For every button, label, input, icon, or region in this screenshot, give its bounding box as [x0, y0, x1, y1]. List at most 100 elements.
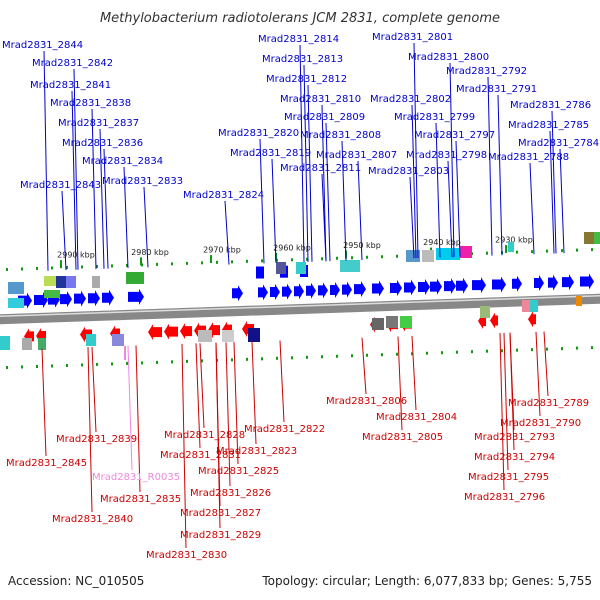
- top-gene-label: Mrad2831_2788: [488, 152, 569, 163]
- label-leader-lines: [41, 42, 565, 549]
- cog-box: [22, 338, 32, 350]
- tick-bottom: [261, 357, 263, 361]
- top-leader-line: [455, 140, 461, 257]
- tick-top: [201, 261, 203, 265]
- top-leader-line: [321, 104, 327, 262]
- bottom-gene-label: Mrad2831_2830: [146, 550, 227, 561]
- forward-gene-arrow: [60, 291, 72, 308]
- top-leader-line: [259, 138, 265, 264]
- top-gene-label: Mrad2831_2791: [456, 84, 537, 95]
- tick-top: [216, 260, 218, 264]
- tick-top: [246, 259, 248, 263]
- bottom-leader-line: [279, 340, 285, 423]
- cog-box: [248, 328, 260, 342]
- cog-box: [8, 282, 24, 294]
- tick-bottom: [216, 358, 218, 362]
- top-leader-line: [43, 50, 49, 271]
- top-leader-line: [103, 148, 109, 269]
- bottom-gene-label: Mrad2831_2793: [474, 432, 555, 443]
- top-gene-label: Mrad2831_2838: [50, 98, 131, 109]
- reverse-gene-arrow: [180, 323, 192, 340]
- cog-box: [126, 272, 144, 284]
- bottom-gene-label: Mrad2831_2806: [326, 396, 407, 407]
- tick-bottom: [21, 365, 23, 369]
- forward-gene-arrow: [404, 279, 416, 296]
- forward-gene-arrow: [74, 290, 86, 307]
- top-leader-line: [61, 190, 67, 271]
- tick-top: [6, 267, 8, 271]
- cog-box: [222, 330, 234, 342]
- bottom-gene-label: Mrad2831_2794: [474, 452, 555, 463]
- top-gene-label: Mrad2831_2833: [102, 176, 183, 187]
- cog-box: [372, 318, 384, 330]
- tick-bottom: [516, 348, 518, 352]
- major-tick: [505, 245, 507, 254]
- bottom-leader-line: [195, 343, 201, 449]
- cog-box: [460, 246, 472, 258]
- forward-gene-arrow: [534, 275, 544, 292]
- top-leader-line: [71, 90, 77, 270]
- bottom-leader-line: [361, 337, 367, 395]
- tick-bottom: [96, 362, 98, 366]
- tick-top: [486, 251, 488, 255]
- tick-bottom: [591, 346, 593, 350]
- top-leader-line: [325, 122, 331, 262]
- tick-bottom: [381, 353, 383, 357]
- tick-bottom: [471, 350, 473, 354]
- cog-box: [386, 316, 398, 328]
- top-gene-label: Mrad2831_2843: [20, 180, 101, 191]
- gene-labels: Mrad2831_2844 Mrad2831_2842 Mrad2831_2841 M…: [2, 32, 599, 561]
- bottom-gene-label: Mrad2831_2796: [464, 492, 545, 503]
- bottom-gene-label: Mrad2831_2835: [100, 494, 181, 505]
- forward-gene-arrow: [342, 281, 352, 298]
- tick-top: [291, 258, 293, 262]
- tick-bottom: [66, 363, 68, 367]
- tick-bottom: [186, 359, 188, 363]
- kbp-label: 2940 kbp: [423, 238, 461, 247]
- forward-gene-arrow: [562, 274, 574, 291]
- forward-gene-arrow: [418, 278, 430, 295]
- forward-gene-arrow: [548, 274, 558, 291]
- top-gene-label: Mrad2831_2800: [408, 52, 489, 63]
- kbp-label: 2980 kbp: [131, 248, 169, 257]
- forward-gene-arrow: [294, 283, 304, 300]
- cog-box: [340, 260, 360, 272]
- bottom-gene-label: Mrad2831_2823: [216, 446, 297, 457]
- cog-box: [508, 242, 514, 252]
- top-gene-label: Mrad2831_2834: [82, 156, 163, 167]
- cog-box: [422, 250, 434, 262]
- reverse-gene-arrow: [164, 323, 178, 340]
- tick-bottom: [531, 348, 533, 352]
- forward-gene-arrow: [456, 277, 468, 294]
- top-leader-line: [435, 122, 441, 258]
- top-leader-line: [299, 44, 305, 263]
- forward-gene-arrow: [390, 279, 402, 296]
- bottom-gene-label: Mrad2831_2822: [244, 424, 325, 435]
- cog-box: [400, 316, 412, 328]
- cog-box: [86, 334, 96, 346]
- bottom-gene-label: Mrad2831_2804: [376, 412, 457, 423]
- tick-top: [561, 249, 563, 253]
- tick-bottom: [501, 349, 503, 353]
- tick-bottom: [81, 363, 83, 367]
- bottom-leader-line: [503, 332, 509, 471]
- bottom-gene-label: Mrad2831_2789: [508, 398, 589, 409]
- forward-gene-arrow: [580, 273, 594, 290]
- top-gene-label: Mrad2831_2836: [62, 138, 143, 149]
- tick-bottom: [351, 354, 353, 358]
- bottom-leader-line: [41, 348, 47, 457]
- top-gene-label: Mrad2831_2812: [266, 74, 347, 85]
- cog-box: [92, 276, 100, 288]
- tick-bottom: [201, 359, 203, 363]
- cog-box: [38, 338, 46, 350]
- bottom-gene-label: Mrad2831_2795: [468, 472, 549, 483]
- bottom-leader-line: [535, 331, 541, 417]
- reverse-gene-arrow: [148, 324, 162, 341]
- forward-gene-arrow: [354, 281, 366, 298]
- top-leader-line: [99, 128, 105, 269]
- tick-top: [96, 264, 98, 268]
- bottom-leader-line: [127, 345, 133, 471]
- forward-gene-arrow: [128, 288, 144, 305]
- top-gene-label: Mrad2831_2810: [280, 94, 361, 105]
- tick-bottom: [441, 351, 443, 355]
